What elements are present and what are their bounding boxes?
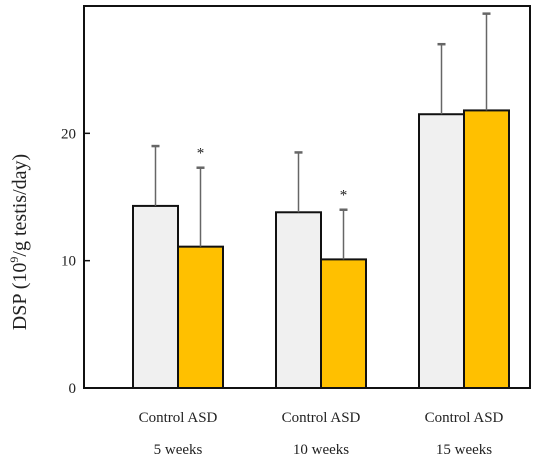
category-label: Control ASD [139,410,218,426]
y-tick-label: 20 [61,126,76,142]
bar-asd-2 [320,258,367,390]
bar-control-1 [132,204,179,389]
significance-star: * [197,146,205,162]
x-axis-labels: Control ASD 5 weeks Control ASD 10 weeks Con… [139,410,504,458]
significance-star: * [340,188,348,204]
error-bars-layer [151,12,491,260]
y-axis-ticks: 0 10 20 [61,126,90,397]
group-label: 15 weeks [436,442,492,458]
y-axis-label-exponent: 9 [7,257,21,263]
significance-markers: ** [197,146,348,204]
y-axis-label: DSP (109/g testis/day) [7,154,31,330]
group-label: 5 weeks [154,442,203,458]
y-axis-label-unit: /g testis/day) [9,154,31,257]
y-axis-label-main: DSP (10 [9,263,31,331]
y-tick-label: 0 [69,381,77,397]
plot-frame [83,5,531,389]
bar-control-3 [418,113,465,389]
group-label: 10 weeks [293,442,349,458]
bars-layer [132,109,510,390]
bar-asd-1 [177,245,224,389]
bar-asd-3 [463,109,510,389]
y-tick-label: 10 [61,254,76,270]
category-label: Control ASD [425,410,504,426]
category-label: Control ASD [282,410,361,426]
bar-control-2 [275,211,322,389]
